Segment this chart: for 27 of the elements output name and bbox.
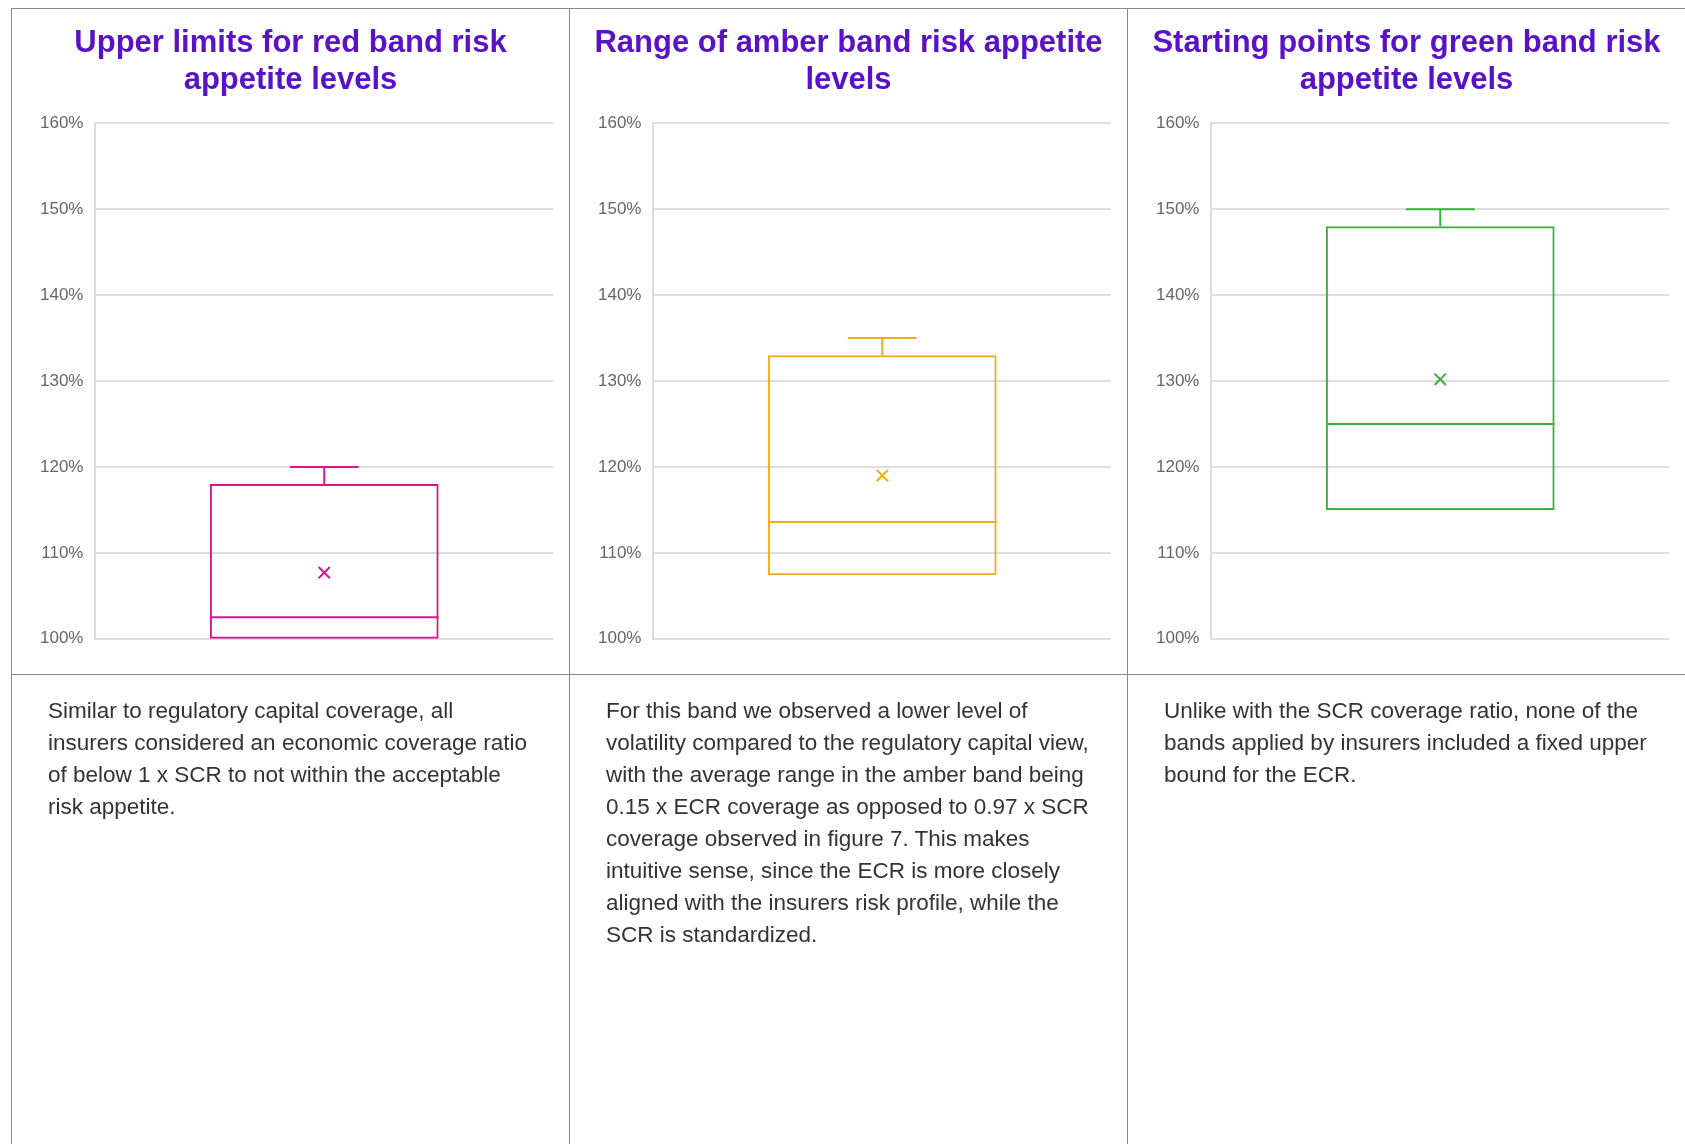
text: Unlike with the SCR coverage ratio, none of the bands applied by insurers included a fixed upper bound for the ECR. <box>1164 697 1648 789</box>
text: Similar to regulatory capital coverage, all insurers considered an economic coverage ratio of below 1 x SCR to not within the acceptable risk appetite. <box>48 697 528 821</box>
y-tick-label: 160% <box>40 112 84 132</box>
y-tick-label: 150% <box>1156 198 1200 218</box>
y-tick-label: 130% <box>598 370 642 390</box>
y-tick-label: 120% <box>598 456 642 476</box>
y-tick-label: 140% <box>1156 284 1200 304</box>
y-tick-label: 100% <box>1156 628 1200 648</box>
y-tick-label: 100% <box>40 628 84 648</box>
y-tick-label: 150% <box>598 198 642 218</box>
chart-title: Upper limits for red band risk appetite levels <box>73 23 508 98</box>
y-tick-label: 110% <box>1157 542 1200 562</box>
y-tick-label: 120% <box>1156 456 1200 476</box>
chart-title: Range of amber band risk appetite levels <box>593 23 1104 98</box>
y-tick-label: 110% <box>599 542 642 562</box>
y-tick-label: 160% <box>598 112 642 132</box>
y-tick-label: 160% <box>1156 112 1200 132</box>
y-tick-label: 130% <box>1156 370 1200 390</box>
text: For this band we observed a lower level of volatility compared to the regulatory capital view, with the average range in the amber band being 0.15 x ECR coverage as opposed to 0.97 x SCR coverage observed in figure 7. This makes intuitive sense, since the ECR is more closely aligned with the insurers risk profile, while the SCR is standardized. <box>606 697 1090 949</box>
y-tick-label: 140% <box>40 284 84 304</box>
y-tick-label: 130% <box>40 370 84 390</box>
y-tick-label: 120% <box>40 456 84 476</box>
y-tick-label: 110% <box>41 542 84 562</box>
chart-title: Starting points for green band risk appetite levels <box>1151 23 1662 98</box>
y-tick-label: 140% <box>598 284 642 304</box>
y-tick-label: 100% <box>598 628 642 648</box>
y-tick-label: 150% <box>40 198 84 218</box>
